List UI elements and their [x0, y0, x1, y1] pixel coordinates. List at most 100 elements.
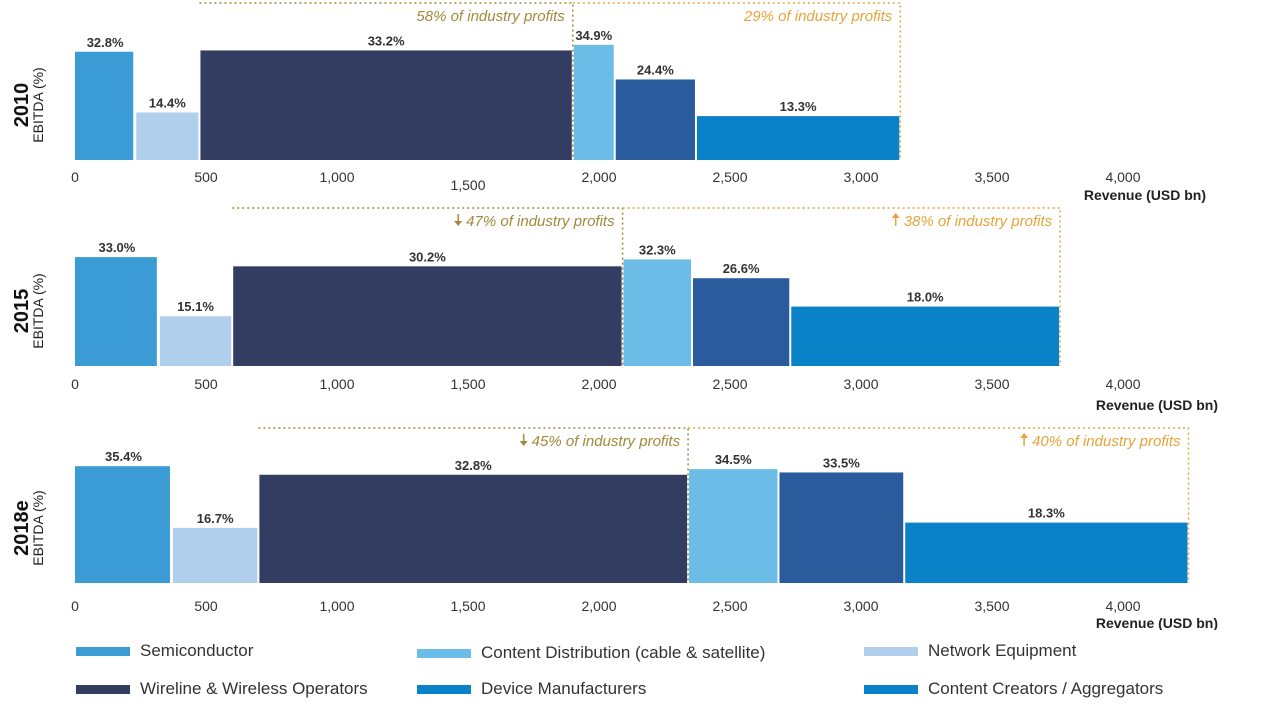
legend-label: Device Manufacturers — [481, 679, 647, 698]
marimekko-chart: 32.8% 14.4% 33.2% 34.9% 24.4% 13.3% 58% of ind… — [11, 2, 1218, 630]
bar-device-manufacturers — [615, 79, 695, 160]
legend-swatch — [76, 646, 130, 656]
right-profit-share-box — [622, 207, 1061, 366]
x-tick-label: 4,000 — [1105, 169, 1140, 185]
legend-label: Content Distribution (cable & satellite) — [481, 643, 766, 662]
x-tick-label: 2,500 — [712, 598, 747, 614]
x-tick-label: 500 — [194, 169, 218, 185]
legend-swatch — [76, 684, 130, 694]
left-profit-share-label: 45% of industry profits — [532, 433, 681, 450]
data-label: 33.0% — [98, 240, 135, 255]
x-tick-label: 2,000 — [581, 169, 616, 185]
data-label: 33.5% — [823, 455, 860, 470]
y-axis-label: EBITDA (%) — [30, 67, 46, 142]
data-label: 15.1% — [177, 299, 214, 314]
data-label: 16.7% — [197, 511, 234, 526]
bar-network-equipment — [159, 316, 232, 366]
x-axis-label: Revenue (USD bn) — [1096, 615, 1218, 630]
legend-swatch — [417, 684, 471, 694]
x-tick-label: 0 — [71, 598, 79, 614]
x-tick-label: 2,500 — [712, 376, 747, 392]
arrow-up-icon — [1020, 433, 1029, 438]
x-tick-label: 3,000 — [843, 169, 878, 185]
data-label: 34.9% — [575, 28, 612, 43]
data-label: 26.6% — [723, 261, 760, 276]
legend-label: Content Creators / Aggregators — [928, 679, 1164, 698]
data-label: 32.8% — [87, 35, 124, 50]
bar-wireline-wireless-operators — [233, 266, 622, 366]
x-tick-label: 1,500 — [450, 598, 485, 614]
x-tick-label: 4,000 — [1105, 598, 1140, 614]
arrow-down-icon — [519, 441, 528, 446]
right-profit-share-label: 38% of industry profits — [904, 213, 1053, 230]
data-label: 18.0% — [907, 290, 944, 305]
x-tick-label: 2,000 — [581, 376, 616, 392]
x-axis-label: Revenue (USD bn) — [1096, 397, 1218, 413]
data-label: 32.8% — [455, 458, 492, 473]
x-tick-label: 1,500 — [450, 376, 485, 392]
panel-year-label: 2010 — [11, 83, 33, 128]
x-axis-label: Revenue (USD bn) — [1084, 187, 1206, 203]
chart-legend: Semiconductor Content Distribution (cabl… — [0, 630, 1274, 711]
bar-device-manufacturers — [779, 472, 904, 583]
bar-content-distribution-cable-satellite — [573, 44, 614, 160]
data-label: 32.3% — [639, 242, 676, 257]
x-tick-label: 500 — [194, 598, 218, 614]
x-tick-label: 4,000 — [1105, 376, 1140, 392]
legend-item: Content Creators / Aggregators — [864, 678, 1163, 700]
bar-semiconductor — [75, 51, 134, 161]
bar-content-distribution-cable-satellite — [623, 259, 692, 366]
legend-label: Network Equipment — [928, 641, 1077, 660]
bar-content-distribution-cable-satellite — [689, 469, 778, 583]
right-profit-share-label: 40% of industry profits — [1032, 433, 1181, 450]
bar-content-creators-aggregators — [905, 522, 1188, 583]
data-label: 14.4% — [149, 95, 186, 110]
data-label: 24.4% — [637, 62, 674, 77]
data-label: 34.5% — [715, 452, 752, 467]
x-tick-label: 0 — [71, 376, 79, 392]
legend-item: Device Manufacturers — [417, 678, 646, 700]
x-tick-label: 1,000 — [319, 598, 354, 614]
bar-wireline-wireless-operators — [200, 50, 572, 160]
data-label: 18.3% — [1028, 506, 1065, 521]
legend-swatch — [864, 646, 918, 656]
legend-item: Wireline & Wireless Operators — [76, 678, 368, 700]
x-tick-label: 3,000 — [843, 376, 878, 392]
x-tick-label: 1,000 — [319, 376, 354, 392]
x-tick-label: 3,500 — [974, 598, 1009, 614]
left-profit-share-label: 58% of industry profits — [416, 8, 565, 25]
legend-item: Semiconductor — [76, 640, 253, 662]
legend-label: Wireline & Wireless Operators — [140, 679, 368, 698]
bar-wireline-wireless-operators — [259, 474, 688, 583]
legend-item: Network Equipment — [864, 640, 1076, 662]
legend-label: Semiconductor — [140, 641, 254, 660]
bar-network-equipment — [136, 112, 199, 160]
x-tick-label: 1,000 — [319, 169, 354, 185]
data-label: 33.2% — [368, 33, 405, 48]
bar-device-manufacturers — [693, 278, 790, 366]
right-profit-share-box — [688, 427, 1190, 583]
data-label: 13.3% — [780, 99, 817, 114]
legend-item: Content Distribution (cable & satellite) — [417, 642, 765, 664]
arrow-up-icon — [891, 213, 900, 218]
legend-swatch — [864, 684, 918, 694]
bar-semiconductor — [75, 466, 170, 583]
bar-network-equipment — [172, 527, 258, 583]
x-tick-label: 2,000 — [581, 598, 616, 614]
left-profit-share-label: 47% of industry profits — [466, 213, 615, 230]
y-axis-label: EBITDA (%) — [30, 490, 46, 565]
x-tick-label: 3,500 — [974, 376, 1009, 392]
x-tick-label: 3,000 — [843, 598, 878, 614]
x-tick-label: 500 — [194, 376, 218, 392]
x-tick-label: 1,500 — [450, 177, 485, 193]
x-tick-label: 3,500 — [974, 169, 1009, 185]
arrow-down-icon — [454, 221, 463, 226]
panel-year-label: 2015 — [11, 289, 33, 334]
data-label: 30.2% — [409, 249, 446, 264]
y-axis-label: EBITDA (%) — [30, 273, 46, 348]
bar-content-creators-aggregators — [696, 116, 900, 160]
bar-content-creators-aggregators — [791, 306, 1060, 366]
right-profit-share-label: 29% of industry profits — [743, 8, 893, 25]
data-label: 35.4% — [105, 449, 142, 464]
x-tick-label: 2,500 — [712, 169, 747, 185]
